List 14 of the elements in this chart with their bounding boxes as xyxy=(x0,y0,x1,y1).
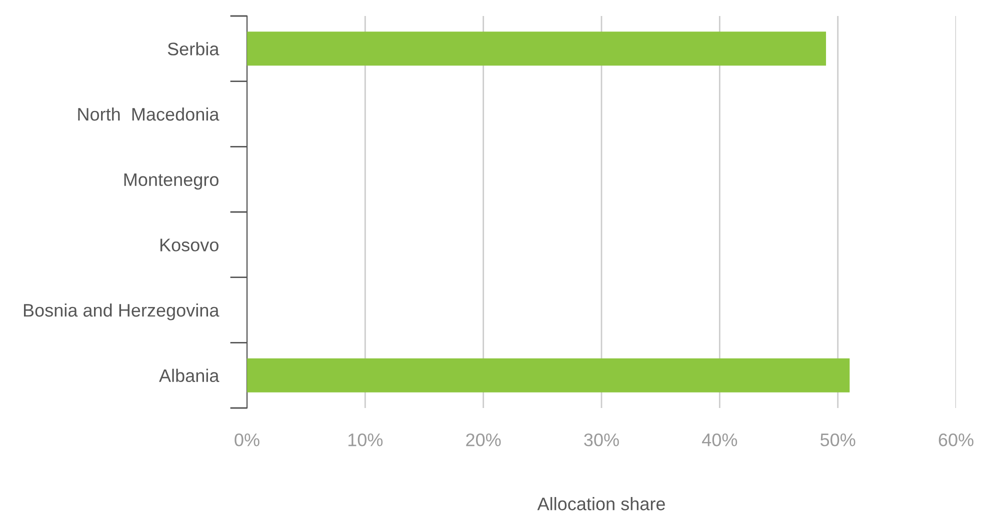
x-tick-label: 40% xyxy=(702,433,738,446)
y-tick-label: Montenegro xyxy=(124,173,218,190)
x-tick-label: 10% xyxy=(348,433,383,446)
x-tick-label: 20% xyxy=(466,433,501,446)
y-tick-label: Bosnia and Herzegovina xyxy=(24,303,220,320)
y-tick-label: Kosovo xyxy=(160,238,218,252)
x-tick-label: 50% xyxy=(820,433,856,446)
x-tick-label: 0% xyxy=(234,433,260,446)
x-tick-label: 60% xyxy=(938,433,974,446)
y-tick-label: North Macedonia xyxy=(78,107,220,121)
x-tick-label: 30% xyxy=(584,433,619,446)
y-tick-label: Albania xyxy=(159,368,220,382)
y-tick-label: Serbia xyxy=(168,42,220,56)
x-axis-title: Allocation share xyxy=(537,497,665,510)
